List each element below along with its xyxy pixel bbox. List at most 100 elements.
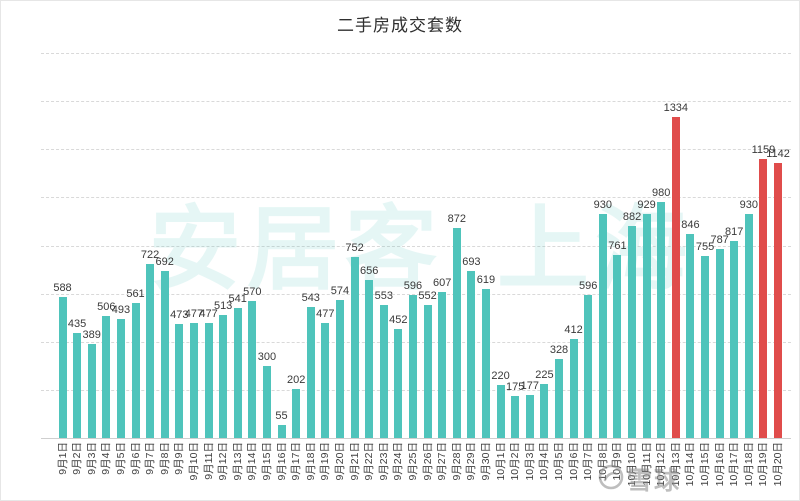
gridline — [41, 197, 791, 199]
bar-value-label: 882 — [622, 210, 642, 223]
x-axis-label: 9月3日 — [85, 442, 98, 475]
bar-10月4日 — [540, 383, 549, 438]
watermark-anjuke: 安居客 — [149, 199, 444, 301]
x-axis-label: 9月16日 — [275, 442, 288, 481]
bar-value-label: 692 — [155, 256, 174, 269]
bar-9月29日 — [467, 271, 476, 438]
bar-value-label: 752 — [345, 242, 364, 255]
bar-value-label: 930 — [739, 199, 759, 212]
bar-value-label: 817 — [725, 226, 744, 239]
x-axis-label: 9月26日 — [421, 442, 434, 481]
bar-9月16日 — [277, 424, 286, 438]
bar-9月11日 — [204, 323, 213, 438]
bar-value-label: 225 — [535, 368, 554, 381]
bar-9月21日 — [350, 257, 359, 438]
x-axis-label: 9月15日 — [260, 442, 273, 481]
bar-9月25日 — [408, 294, 417, 438]
x-axis-label: 9月5日 — [114, 442, 127, 475]
x-axis-label: 9月11日 — [202, 442, 215, 480]
bar-value-label: 619 — [476, 274, 496, 287]
bar-10月3日 — [525, 395, 534, 438]
x-axis-label: 10月18日 — [742, 442, 755, 487]
bar-9月18日 — [306, 307, 315, 438]
watermark-xueqiu-label: 雪球 — [627, 467, 682, 495]
bar-9月28日 — [452, 228, 461, 438]
bar-value-label: 55 — [275, 409, 288, 422]
bar-10月8日 — [598, 214, 607, 438]
bar-value-label: 175 — [506, 380, 525, 393]
watermark-xueqiu: 雪球 — [598, 461, 681, 497]
x-axis-label: 10月4日 — [538, 442, 551, 481]
x-axis-label: 9月13日 — [231, 442, 244, 481]
bar-10月9日 — [613, 254, 622, 438]
x-axis-label: 9月7日 — [144, 442, 157, 475]
bar-value-label: 722 — [140, 249, 160, 262]
bar-value-label: 561 — [126, 288, 145, 300]
bar-value-label: 543 — [301, 292, 320, 305]
bar-9月30日 — [481, 289, 490, 438]
xueqiu-snowball-icon — [598, 464, 624, 495]
bar-10月16日 — [715, 248, 724, 438]
x-axis-label: 10月6日 — [567, 442, 580, 481]
x-axis-label: 9月10日 — [187, 442, 200, 481]
x-axis-label: 9月1日 — [56, 442, 69, 475]
bar-value-label: 389 — [82, 329, 101, 342]
bar-value-label: 574 — [330, 284, 350, 297]
bar-value-label: 552 — [418, 290, 437, 303]
bar-9月10日 — [189, 323, 198, 438]
bar-9月4日 — [102, 316, 111, 438]
x-axis-label: 9月30日 — [479, 442, 492, 481]
bar-10月13日 — [671, 117, 680, 438]
bar-10月5日 — [555, 359, 563, 438]
gridline — [41, 245, 791, 247]
x-axis-label: 9月4日 — [100, 442, 113, 475]
bar-value-label: 300 — [257, 350, 277, 363]
bar-9月3日 — [87, 344, 96, 438]
bar-9月26日 — [423, 305, 432, 438]
x-axis-label: 9月8日 — [158, 442, 171, 475]
x-axis-label: 9月20日 — [333, 442, 346, 481]
bar-value-label: 328 — [549, 344, 569, 357]
bar-10月17日 — [730, 241, 739, 438]
x-axis-label: 9月29日 — [465, 442, 478, 481]
x-axis-line — [41, 438, 791, 439]
bar-value-label: 220 — [491, 370, 510, 383]
bar-10月14日 — [686, 234, 695, 438]
bar-value-label: 755 — [695, 241, 715, 254]
bar-10月18日 — [744, 214, 753, 438]
bar-value-label: 506 — [97, 301, 116, 314]
x-axis-label: 9月27日 — [436, 442, 449, 481]
gridline — [41, 149, 791, 151]
x-axis-label: 9月6日 — [129, 442, 142, 475]
bar-value-label: 1334 — [663, 102, 689, 114]
x-axis-label: 9月21日 — [348, 442, 361, 481]
x-axis-label: 9月19日 — [319, 442, 332, 481]
bar-value-label: 513 — [213, 299, 233, 312]
x-axis-label: 9月17日 — [290, 442, 303, 481]
bar-value-label: 553 — [374, 289, 393, 302]
x-axis-label: 10月5日 — [553, 442, 565, 481]
bar-10月7日 — [584, 294, 593, 438]
bar-value-label: 596 — [403, 279, 423, 292]
x-axis-label: 10月14日 — [684, 442, 697, 487]
x-axis-label: 10月7日 — [582, 442, 595, 481]
gridline — [41, 101, 791, 103]
x-axis-label: 10月15日 — [699, 442, 712, 487]
watermark-shanghai: 上海 — [497, 199, 694, 301]
x-axis-label: 9月28日 — [450, 442, 463, 481]
bar-9月22日 — [365, 280, 374, 438]
x-axis-label: 9月9日 — [173, 442, 186, 475]
x-axis-label: 10月1日 — [494, 442, 507, 481]
bar-9月2日 — [73, 333, 82, 438]
bar-value-label: 787 — [710, 233, 729, 246]
x-axis-label: 10月16日 — [713, 442, 726, 487]
bar-value-label: 980 — [652, 187, 671, 200]
x-axis-label: 9月18日 — [304, 442, 317, 481]
bar-value-label: 872 — [447, 213, 466, 226]
bar-9月5日 — [116, 319, 125, 438]
bar-9月20日 — [335, 299, 344, 438]
bar-value-label: 412 — [564, 323, 583, 336]
x-axis-label: 9月25日 — [406, 442, 419, 481]
